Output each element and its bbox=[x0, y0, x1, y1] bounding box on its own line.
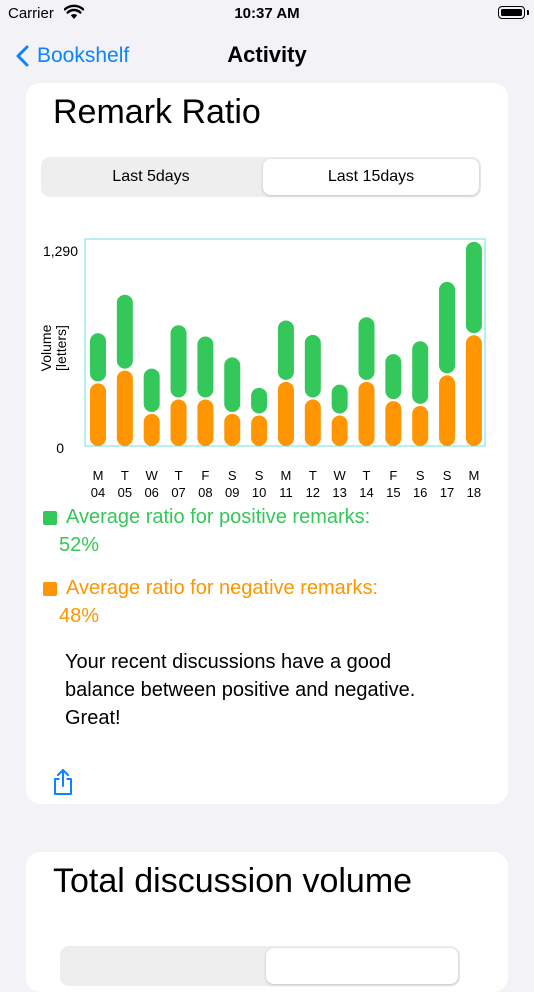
bar-positive-06 bbox=[143, 368, 160, 412]
negative-legend: Average ratio for negative remarks: bbox=[43, 577, 378, 600]
total-volume-card: Total discussion volume bbox=[26, 852, 508, 992]
x-tick-day-14: T bbox=[363, 468, 371, 483]
remark-ratio-card: Remark Ratio Last 5days Last 15days 1,29… bbox=[26, 83, 508, 804]
back-button-label: Bookshelf bbox=[37, 44, 130, 67]
bar-positive-05 bbox=[116, 294, 133, 369]
y-tick-label-max: 1,290 bbox=[43, 243, 78, 259]
negative-legend-swatch bbox=[43, 581, 57, 596]
x-tick-date-14: 14 bbox=[359, 485, 373, 498]
bar-negative-16 bbox=[412, 405, 429, 446]
wifi-icon bbox=[63, 4, 85, 25]
x-tick-date-06: 06 bbox=[144, 485, 158, 498]
bar-positive-16 bbox=[412, 341, 429, 404]
bar-negative-09 bbox=[224, 413, 241, 446]
battery-cap bbox=[527, 10, 529, 15]
x-tick-day-15: F bbox=[389, 468, 397, 483]
x-tick-date-15: 15 bbox=[386, 485, 400, 498]
share-button[interactable] bbox=[52, 768, 74, 801]
x-tick-date-11: 11 bbox=[279, 485, 293, 498]
bar-negative-06 bbox=[143, 413, 160, 446]
bar-positive-10 bbox=[251, 387, 268, 414]
x-tick-day-07: T bbox=[175, 468, 183, 483]
status-bar: Carrier 10:37 AM bbox=[0, 0, 534, 30]
bar-negative-07 bbox=[170, 399, 187, 446]
x-tick-day-17: S bbox=[443, 468, 452, 483]
positive-legend: Average ratio for positive remarks: bbox=[43, 506, 370, 529]
plot-area-border bbox=[84, 238, 486, 447]
bar-negative-17 bbox=[439, 375, 456, 446]
x-tick-day-10: S bbox=[255, 468, 264, 483]
total-volume-title: Total discussion volume bbox=[53, 862, 413, 900]
x-tick-day-12: T bbox=[309, 468, 317, 483]
period-segmented-control: Last 5days Last 15days bbox=[41, 157, 481, 197]
bar-negative-08 bbox=[197, 399, 214, 446]
volume-segmented-control[interactable] bbox=[60, 946, 460, 986]
summary-text: Your recent discussions have a good bala… bbox=[65, 651, 416, 729]
x-tick-day-18: M bbox=[468, 468, 479, 483]
bar-negative-14 bbox=[358, 381, 375, 446]
x-tick-day-16: S bbox=[416, 468, 425, 483]
share-icon bbox=[54, 769, 72, 795]
x-tick-date-13: 13 bbox=[332, 485, 346, 498]
battery-icon bbox=[498, 6, 525, 19]
x-tick-date-05: 05 bbox=[118, 485, 132, 498]
bar-positive-18 bbox=[465, 241, 482, 334]
bar-negative-10 bbox=[251, 415, 268, 446]
x-tick-day-05: T bbox=[121, 468, 129, 483]
positive-legend-label: Average ratio for positive remarks: bbox=[66, 506, 371, 528]
carrier-label: Carrier bbox=[8, 5, 54, 22]
bar-positive-04 bbox=[90, 333, 106, 382]
bar-negative-13 bbox=[331, 415, 348, 446]
x-tick-day-06: W bbox=[146, 468, 159, 483]
negative-ratio-value: 48% bbox=[59, 605, 100, 627]
bar-negative-15 bbox=[385, 401, 402, 446]
x-tick-date-07: 07 bbox=[171, 485, 185, 498]
x-tick-date-04: 04 bbox=[91, 485, 105, 498]
x-tick-day-09: S bbox=[228, 468, 237, 483]
x-tick-date-09: 09 bbox=[225, 485, 239, 498]
navigation-bar: Bookshelf Activity bbox=[0, 36, 534, 76]
x-tick-day-04: M bbox=[93, 468, 104, 483]
tab-last-5-days[interactable]: Last 5days bbox=[112, 168, 190, 185]
bar-positive-09 bbox=[224, 357, 241, 412]
y-axis-label: Volume[letters] bbox=[38, 324, 69, 371]
bar-positive-13 bbox=[331, 384, 348, 414]
bar-positive-07 bbox=[170, 325, 187, 398]
chevron-left-icon bbox=[16, 45, 29, 67]
tab-last-15-days[interactable]: Last 15days bbox=[263, 159, 479, 195]
x-tick-date-08: 08 bbox=[198, 485, 212, 498]
x-tick-day-13: W bbox=[334, 468, 347, 483]
x-tick-date-16: 16 bbox=[413, 485, 427, 498]
status-time: 10:37 AM bbox=[234, 5, 300, 22]
bar-positive-12 bbox=[304, 334, 321, 398]
y-tick-label-zero: 0 bbox=[56, 440, 64, 456]
bar-negative-05 bbox=[116, 370, 133, 446]
bar-positive-11 bbox=[277, 320, 294, 380]
bar-positive-08 bbox=[197, 336, 214, 398]
positive-ratio-value: 52% bbox=[59, 534, 100, 556]
volume-selected-tab[interactable] bbox=[266, 948, 458, 984]
back-button[interactable]: Bookshelf bbox=[16, 41, 129, 71]
x-tick-date-17: 17 bbox=[440, 485, 454, 498]
positive-legend-swatch bbox=[43, 510, 57, 525]
bar-negative-12 bbox=[304, 399, 321, 446]
bar-positive-14 bbox=[358, 317, 375, 380]
x-tick-date-12: 12 bbox=[306, 485, 320, 498]
negative-legend-label: Average ratio for negative remarks: bbox=[66, 577, 379, 599]
bar-negative-11 bbox=[277, 381, 294, 446]
remark-ratio-title: Remark Ratio bbox=[53, 93, 261, 131]
x-tick-date-18: 18 bbox=[467, 485, 481, 498]
remark-ratio-chart: 1,290 0 Volume[letters] M 04 T 05 W 06 T 07 F 08 S 09 S… bbox=[38, 238, 486, 498]
bar-positive-17 bbox=[439, 281, 456, 374]
bar-negative-18 bbox=[465, 335, 482, 446]
x-tick-day-08: F bbox=[201, 468, 209, 483]
bar-positive-15 bbox=[385, 354, 402, 400]
x-tick-day-11: M bbox=[281, 468, 292, 483]
x-tick-date-10: 10 bbox=[252, 485, 266, 498]
page-title: Activity bbox=[227, 42, 307, 67]
bar-negative-04 bbox=[90, 383, 106, 446]
